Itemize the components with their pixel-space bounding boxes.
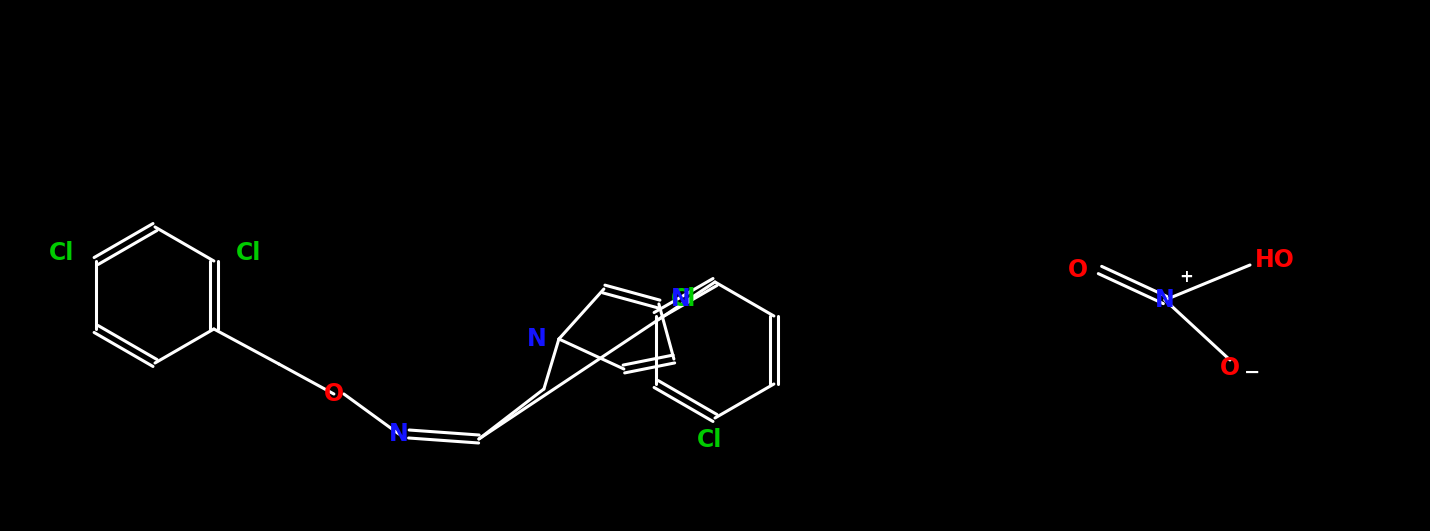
Text: +: + — [1178, 268, 1193, 286]
Text: O: O — [1220, 356, 1240, 380]
Text: N: N — [528, 327, 546, 351]
Text: O: O — [323, 382, 345, 406]
Text: Cl: Cl — [698, 428, 722, 452]
Text: N: N — [389, 422, 409, 446]
Text: N: N — [1155, 288, 1175, 312]
Text: Cl: Cl — [49, 241, 74, 265]
Text: −: − — [1244, 363, 1260, 381]
Text: N: N — [671, 287, 691, 311]
Text: Cl: Cl — [671, 287, 696, 311]
Text: HO: HO — [1256, 248, 1296, 272]
Text: O: O — [1068, 258, 1088, 282]
Text: Cl: Cl — [236, 241, 262, 265]
